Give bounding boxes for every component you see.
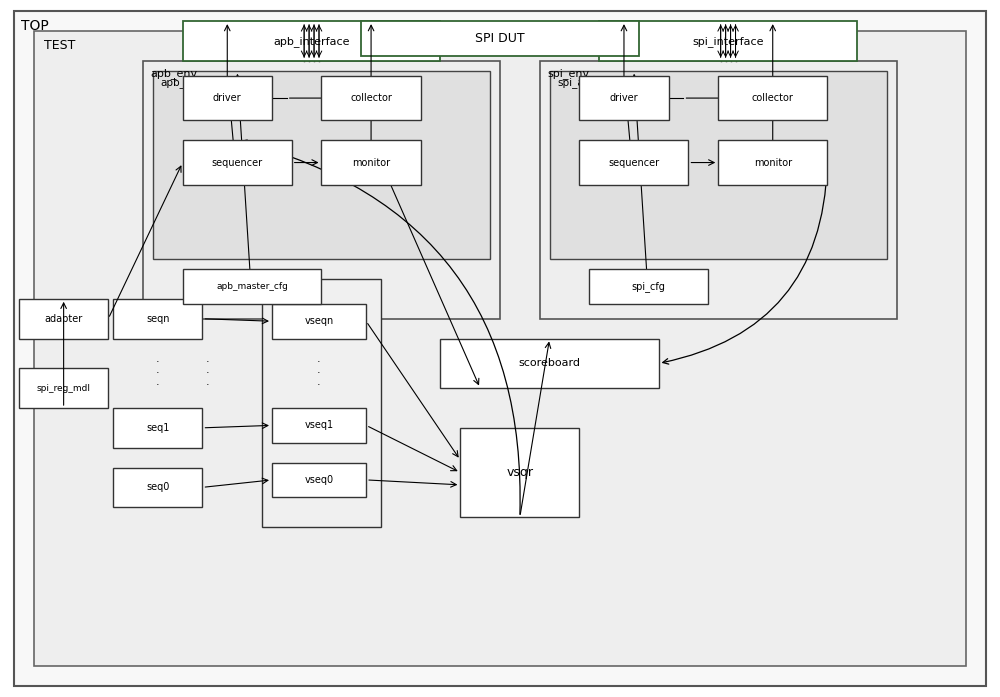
Text: vseqn: vseqn: [304, 316, 334, 326]
Bar: [550, 71, 887, 259]
Text: monitor: monitor: [754, 158, 792, 167]
Bar: [183, 21, 440, 61]
Text: apb_env: apb_env: [150, 68, 198, 79]
Text: driver: driver: [610, 93, 638, 103]
Bar: [589, 269, 708, 304]
Text: seq0: seq0: [146, 482, 170, 492]
Text: adapter: adapter: [45, 314, 83, 323]
Text: spi_reg_mdl: spi_reg_mdl: [37, 383, 91, 392]
Bar: [113, 299, 202, 339]
Text: apb_master_cfg: apb_master_cfg: [216, 282, 288, 291]
Text: spi_cfg: spi_cfg: [632, 281, 666, 292]
Text: SPI DUT: SPI DUT: [475, 32, 525, 45]
Text: vseq_lib: vseq_lib: [268, 284, 308, 295]
Text: spi_interface: spi_interface: [692, 36, 764, 47]
Bar: [183, 140, 292, 185]
Bar: [579, 76, 669, 121]
Bar: [272, 463, 366, 497]
Bar: [19, 299, 108, 339]
Text: spi_env: spi_env: [547, 68, 589, 79]
Text: apb_interface: apb_interface: [273, 36, 350, 47]
Text: vsqr: vsqr: [506, 466, 533, 479]
Text: driver: driver: [213, 93, 242, 103]
Bar: [183, 269, 321, 304]
Text: vseq1: vseq1: [304, 420, 334, 430]
Text: collector: collector: [752, 93, 794, 103]
Text: monitor: monitor: [352, 158, 390, 167]
Bar: [153, 71, 490, 259]
Bar: [113, 408, 202, 447]
Bar: [460, 428, 579, 517]
Bar: [321, 76, 421, 121]
Bar: [272, 304, 366, 339]
Bar: [361, 21, 639, 56]
Bar: [321, 140, 421, 185]
Bar: [579, 140, 688, 185]
Bar: [718, 76, 827, 121]
Text: scoreboard: scoreboard: [519, 358, 581, 369]
Bar: [113, 468, 202, 507]
Bar: [262, 279, 381, 527]
Text: ·
·
·: · · ·: [156, 357, 160, 390]
Bar: [143, 61, 500, 319]
Bar: [599, 21, 857, 61]
Text: sequencer: sequencer: [608, 158, 659, 167]
Text: TOP: TOP: [21, 19, 49, 33]
Bar: [440, 339, 659, 388]
Text: apb_master_agt: apb_master_agt: [160, 77, 244, 88]
Bar: [272, 408, 366, 443]
Text: ·
·
·: · · ·: [317, 357, 321, 390]
Text: vseq0: vseq0: [304, 475, 334, 485]
Bar: [183, 76, 272, 121]
Text: seqn: seqn: [146, 314, 170, 323]
Bar: [540, 61, 897, 319]
Bar: [19, 368, 108, 408]
Text: spi_agt: spi_agt: [557, 77, 595, 88]
Text: collector: collector: [350, 93, 392, 103]
Text: TEST: TEST: [44, 38, 75, 52]
Text: ·
·
·: · · ·: [206, 357, 209, 390]
Text: sequencer: sequencer: [212, 158, 263, 167]
Bar: [718, 140, 827, 185]
Text: seq1: seq1: [146, 423, 170, 433]
